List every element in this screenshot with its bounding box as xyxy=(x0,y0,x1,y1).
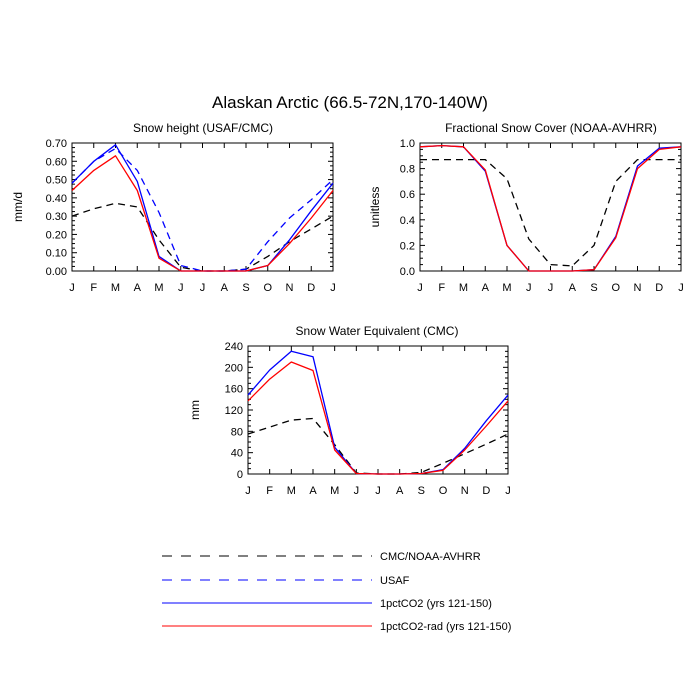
y-tick-label: 0.10 xyxy=(46,248,67,260)
series-line xyxy=(247,417,509,475)
y-tick-label: 240 xyxy=(225,341,243,353)
series-line xyxy=(419,144,682,272)
x-tick-label: A xyxy=(569,282,577,294)
x-tick-label: F xyxy=(438,282,445,294)
y-tick-label: 0.0 xyxy=(400,266,415,278)
x-tick-label: F xyxy=(90,282,97,294)
y-tick-label: 0.60 xyxy=(46,156,67,168)
x-tick-label: M xyxy=(154,282,163,294)
legend-entry: CMC/NOAA-AVHRR xyxy=(162,551,481,563)
panel-snow-water-equivalent: Snow Water Equivalent (CMC) mm J F M A M J J A S… xyxy=(188,324,511,497)
x-tick-label: O xyxy=(439,485,448,497)
y-axis-label: mm xyxy=(188,400,202,420)
x-tick-label: S xyxy=(242,282,249,294)
x-tick-label: J xyxy=(178,282,184,294)
y-tick-label: 160 xyxy=(225,384,243,396)
legend-entry: USAF xyxy=(162,575,410,587)
x-tick-label: J xyxy=(245,485,251,497)
panel-fractional-snow-cover: Fractional Snow Cover (NOAA-AVHRR) unitl… xyxy=(368,121,684,294)
series-line xyxy=(71,144,334,272)
x-tick-label: A xyxy=(309,485,317,497)
legend-label: CMC/NOAA-AVHRR xyxy=(380,551,481,563)
legend-label: USAF xyxy=(380,575,410,587)
x-tick-label: J xyxy=(69,282,75,294)
x-tick-label: D xyxy=(482,485,490,497)
series-line xyxy=(247,350,509,475)
y-tick-label: 0.40 xyxy=(46,193,67,205)
x-tick-label: A xyxy=(396,485,404,497)
x-tick-label: J xyxy=(505,485,511,497)
figure-title: Alaskan Arctic (66.5-72N,170-140W) xyxy=(212,93,488,112)
legend-label: 1pctCO2-rad (yrs 121-150) xyxy=(380,621,511,633)
panel-title: Snow height (USAF/CMC) xyxy=(133,121,273,135)
series-line xyxy=(247,361,509,475)
x-tick-label: M xyxy=(502,282,511,294)
x-tick-label: M xyxy=(287,485,296,497)
plot-area: J F M A M J J A S O N D J0.000.100.200.300.400.500.6… xyxy=(46,138,336,294)
plot-area: J F M A M J J A S O N D J0.00.20.40.60.81.0 xyxy=(400,138,684,294)
y-axis-label: unitless xyxy=(368,187,382,228)
x-tick-label: N xyxy=(286,282,294,294)
x-tick-label: N xyxy=(461,485,469,497)
panel-title: Fractional Snow Cover (NOAA-AVHRR) xyxy=(445,121,657,135)
x-tick-label: D xyxy=(655,282,663,294)
y-tick-label: 40 xyxy=(231,448,243,460)
y-tick-label: 0 xyxy=(237,469,243,481)
y-tick-label: 0.50 xyxy=(46,175,67,187)
x-tick-label: A xyxy=(482,282,490,294)
series-line xyxy=(71,202,334,272)
y-tick-label: 0.6 xyxy=(400,189,415,201)
x-tick-label: J xyxy=(375,485,381,497)
y-tick-label: 120 xyxy=(225,405,243,417)
x-tick-label: A xyxy=(221,282,229,294)
y-tick-label: 0.20 xyxy=(46,229,67,241)
panel-title: Snow Water Equivalent (CMC) xyxy=(296,324,459,338)
series-line xyxy=(71,155,334,272)
y-tick-label: 0.70 xyxy=(46,138,67,150)
plot-frame xyxy=(71,142,334,272)
x-tick-label: A xyxy=(134,282,142,294)
x-tick-label: S xyxy=(418,485,425,497)
y-tick-label: 80 xyxy=(231,426,243,438)
legend: CMC/NOAA-AVHRR USAF 1pctCO2 (yrs 121-150… xyxy=(162,551,511,633)
y-tick-label: 0.2 xyxy=(400,240,415,252)
y-tick-label: 1.0 xyxy=(400,138,415,150)
x-tick-label: M xyxy=(330,485,339,497)
x-tick-label: M xyxy=(111,282,120,294)
x-tick-label: J xyxy=(330,282,336,294)
legend-entry: 1pctCO2 (yrs 121-150) xyxy=(162,598,492,610)
x-tick-label: J xyxy=(417,282,423,294)
x-tick-label: J xyxy=(354,485,360,497)
series-line xyxy=(71,147,334,272)
x-tick-label: M xyxy=(459,282,468,294)
x-tick-label: S xyxy=(590,282,597,294)
x-tick-label: N xyxy=(634,282,642,294)
x-tick-label: O xyxy=(263,282,272,294)
x-tick-label: J xyxy=(526,282,532,294)
x-tick-label: O xyxy=(611,282,620,294)
x-tick-label: J xyxy=(678,282,684,294)
x-tick-label: D xyxy=(307,282,315,294)
y-tick-label: 0.00 xyxy=(46,266,67,278)
legend-label: 1pctCO2 (yrs 121-150) xyxy=(380,598,492,610)
x-tick-label: J xyxy=(200,282,206,294)
y-tick-label: 200 xyxy=(225,362,243,374)
x-tick-label: F xyxy=(266,485,273,497)
legend-entry: 1pctCO2-rad (yrs 121-150) xyxy=(162,621,511,633)
y-tick-label: 0.4 xyxy=(400,215,415,227)
x-tick-label: J xyxy=(548,282,554,294)
y-tick-label: 0.8 xyxy=(400,164,415,176)
y-axis-label: mm/d xyxy=(11,192,25,222)
series-line xyxy=(420,158,681,267)
y-tick-label: 0.30 xyxy=(46,211,67,223)
